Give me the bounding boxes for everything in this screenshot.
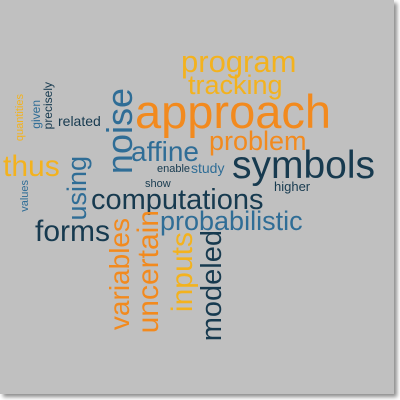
word-affine: affine xyxy=(131,136,199,167)
word-using: using xyxy=(62,156,92,221)
word-thus: thus xyxy=(3,150,60,183)
word-cloud-card xyxy=(0,0,394,394)
word-quantities: quantities xyxy=(14,94,26,142)
word-higher: higher xyxy=(274,179,311,194)
word-inputs: inputs xyxy=(166,232,199,313)
word-probabilistic: probabilistic xyxy=(160,206,303,236)
word-show: show xyxy=(145,178,171,190)
word-symbols: symbols xyxy=(232,144,376,187)
word-precisely: precisely xyxy=(41,82,55,130)
word-modeled: modeled xyxy=(196,230,228,342)
word-study: study xyxy=(191,160,225,176)
word-program: program xyxy=(181,44,297,79)
word-values: values xyxy=(19,180,31,212)
word-computations: computations xyxy=(91,184,264,216)
word-approach: approach xyxy=(135,85,331,138)
word-variables: variables xyxy=(104,218,135,331)
word-problem: problem xyxy=(209,126,307,156)
word-uncertain: uncertain xyxy=(132,210,165,334)
word-noise: noise xyxy=(99,88,140,175)
word-related: related xyxy=(58,113,101,129)
word-forms: forms xyxy=(35,215,110,248)
word-enable: enable xyxy=(157,163,191,175)
word-given: given xyxy=(29,100,43,129)
word-tracking: tracking xyxy=(188,70,283,100)
